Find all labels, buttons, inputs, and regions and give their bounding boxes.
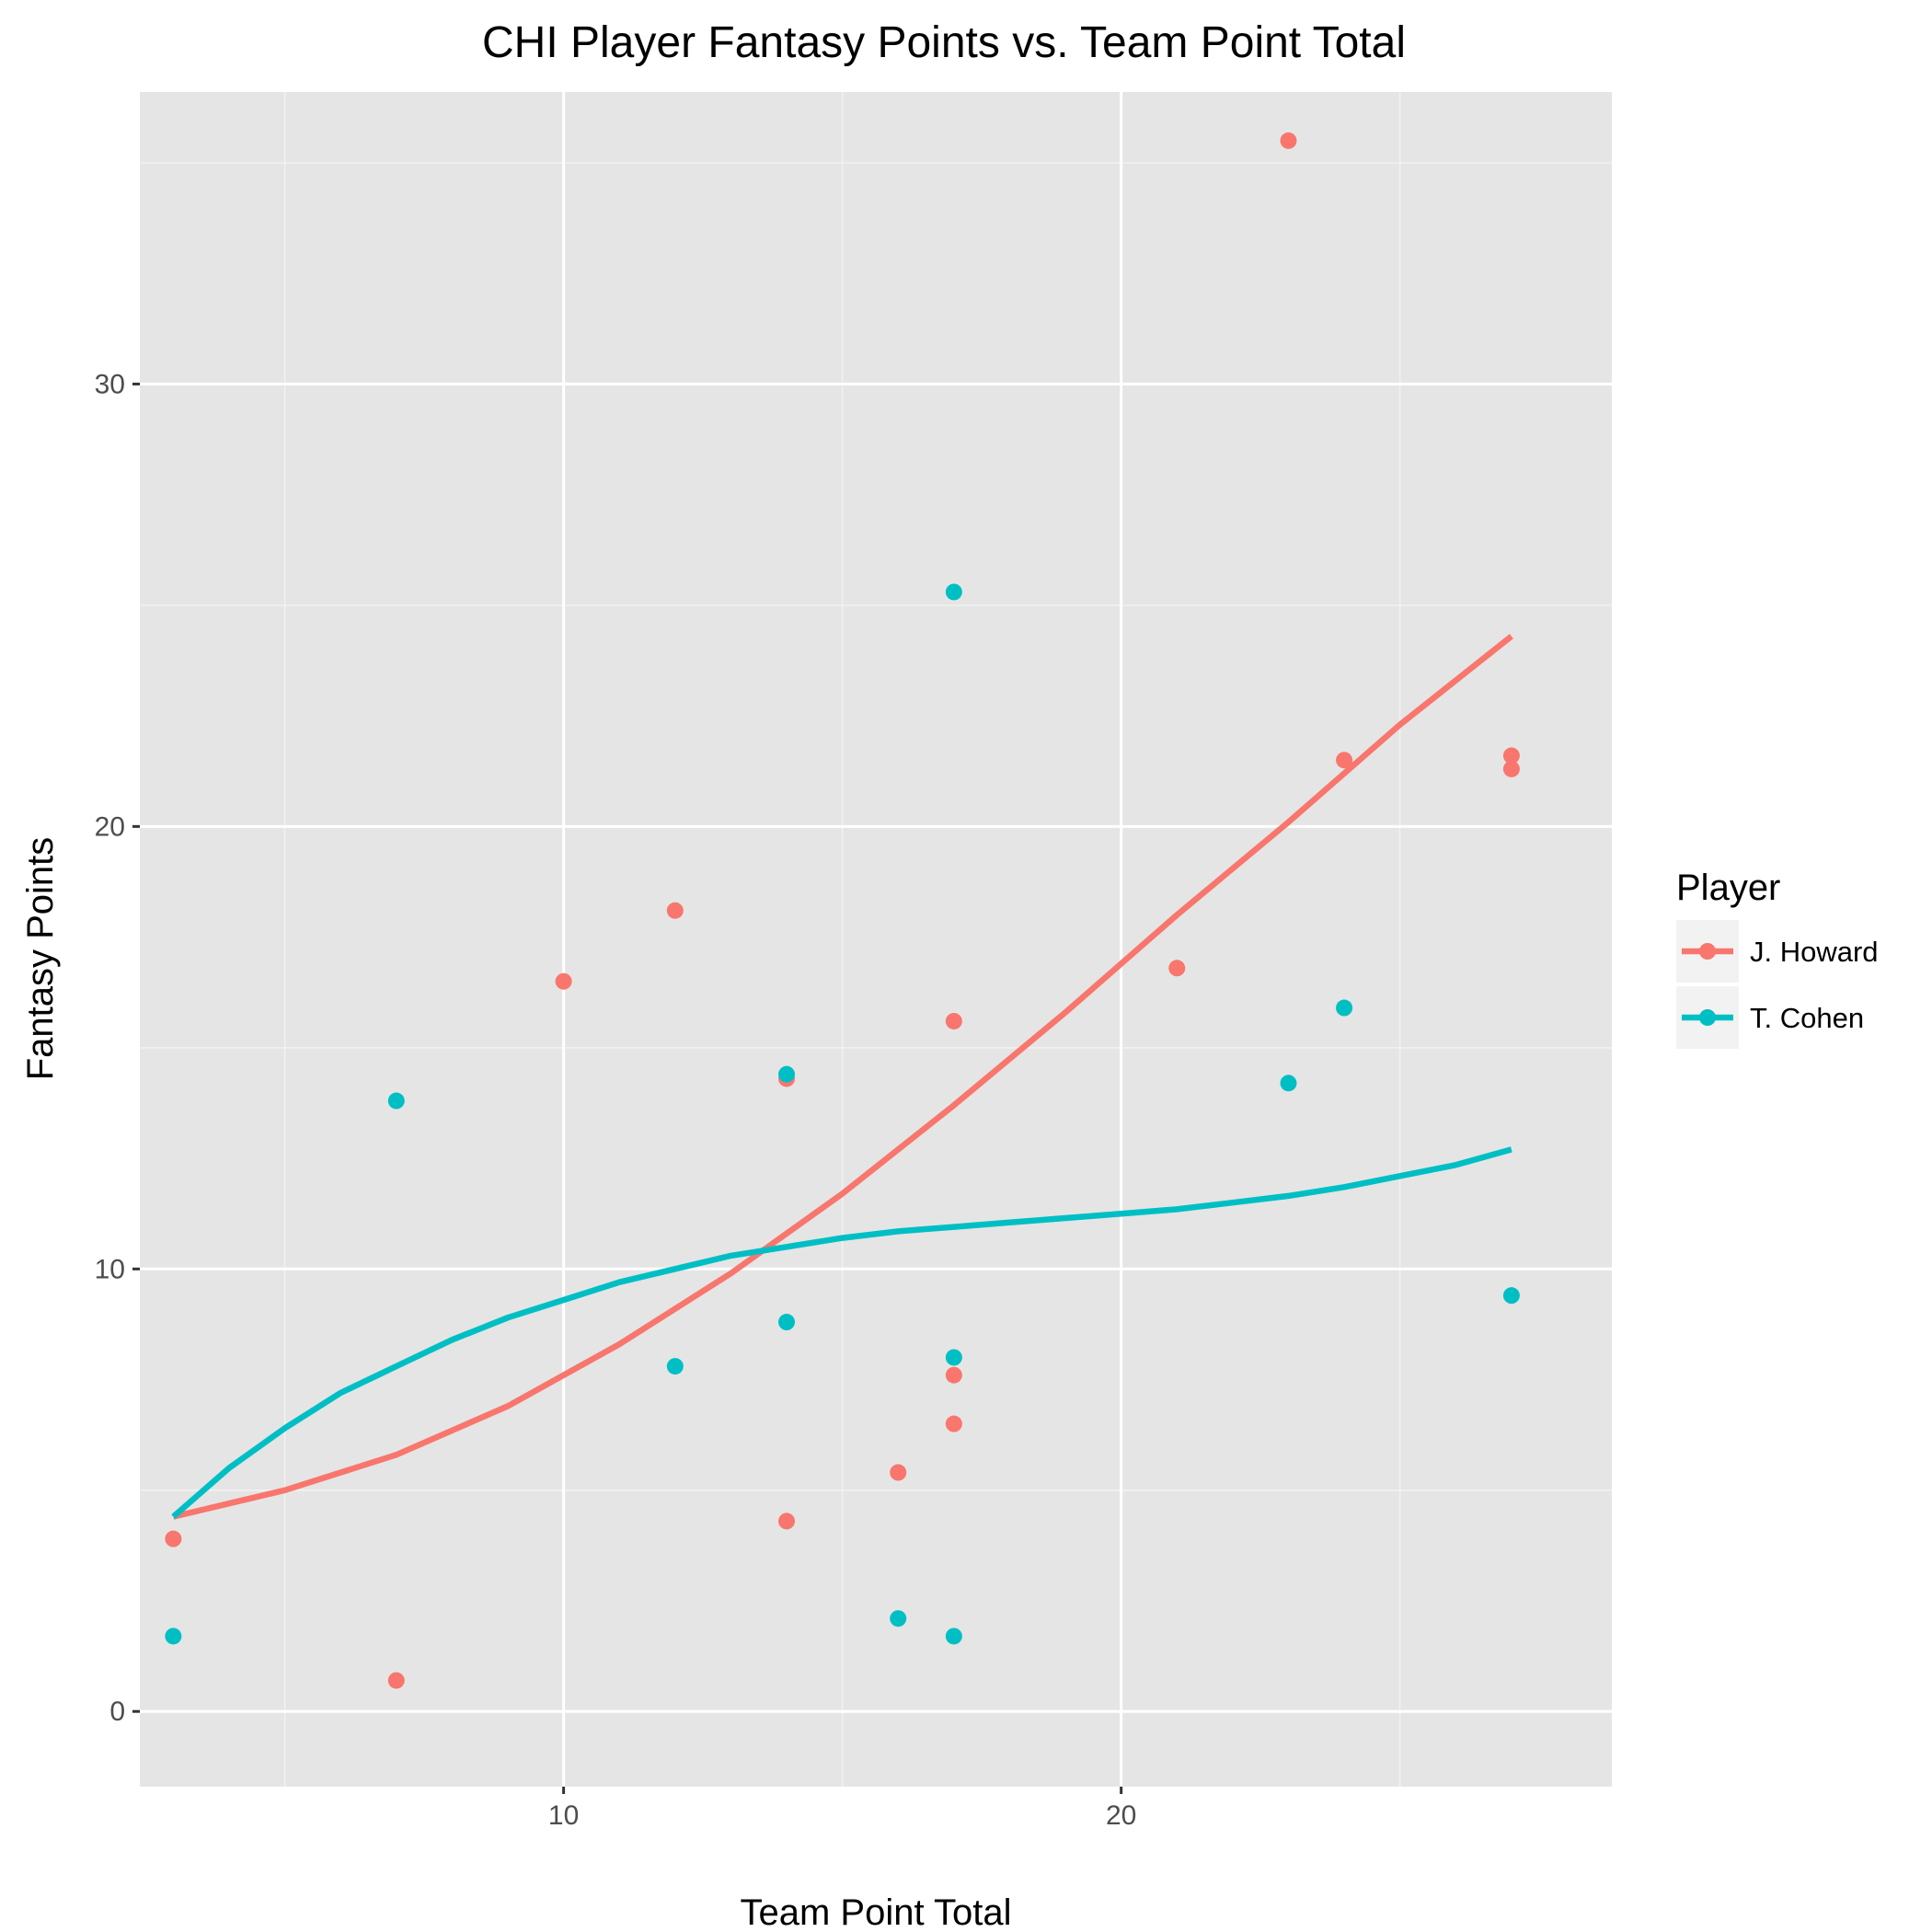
data-point-t-cohen (666, 1358, 684, 1375)
data-point-j-howard (1502, 760, 1520, 777)
x-tick-label: 10 (548, 1800, 579, 1831)
y-tick-label: 30 (95, 369, 125, 399)
data-point-j-howard (1280, 132, 1297, 149)
data-point-t-cohen (945, 1627, 962, 1645)
smooth-line-j-howard (172, 634, 1513, 1520)
data-point-t-cohen (778, 1314, 796, 1331)
data-point-j-howard (165, 1530, 182, 1547)
data-point-j-howard (387, 1672, 405, 1689)
data-point-j-howard (945, 1012, 962, 1029)
data-point-j-howard (555, 972, 572, 990)
data-point-j-howard (890, 1464, 907, 1481)
grid-major (140, 92, 1612, 1787)
data-point-j-howard (1168, 960, 1186, 977)
plot-panel (140, 92, 1612, 1787)
data-point-t-cohen (890, 1610, 907, 1627)
legend: Player J. Howard T. Cohen (1676, 868, 1879, 1049)
data-point-t-cohen (945, 583, 962, 601)
data-point-t-cohen (1280, 1075, 1297, 1092)
data-point-t-cohen (165, 1627, 182, 1645)
data-point-t-cohen (1502, 1287, 1520, 1305)
y-tick-label: 10 (95, 1254, 125, 1284)
data-point-j-howard (1502, 747, 1520, 765)
x-axis-title: Team Point Total (741, 1892, 1012, 1932)
data-point-j-howard (945, 1366, 962, 1384)
chart-title: CHI Player Fantasy Points vs. Team Point… (482, 18, 1406, 67)
y-tick-label: 0 (109, 1696, 125, 1727)
data-point-t-cohen (945, 1349, 962, 1366)
grid-minor (140, 92, 1612, 1787)
data-point-t-cohen (387, 1092, 405, 1110)
legend-key-point-j-howard (1699, 943, 1716, 960)
smooth-line-t-cohen (171, 1146, 1512, 1520)
y-axis-title: Fantasy Points (20, 837, 61, 1081)
data-point-j-howard (945, 1415, 962, 1432)
legend-label-t-cohen: T. Cohen (1750, 1002, 1864, 1034)
data-point-t-cohen (1336, 999, 1353, 1017)
series-lines (171, 634, 1513, 1520)
series-points (165, 132, 1520, 1689)
legend-key-point-t-cohen (1699, 1009, 1716, 1026)
axis-ticks: 10 20 0 10 20 30 (95, 369, 1137, 1831)
y-tick-label: 20 (95, 811, 125, 842)
x-tick-label: 20 (1106, 1800, 1136, 1831)
data-point-j-howard (778, 1512, 796, 1530)
legend-label-j-howard: J. Howard (1750, 936, 1879, 968)
data-point-j-howard (1336, 752, 1353, 769)
data-point-t-cohen (778, 1065, 796, 1083)
legend-title: Player (1676, 868, 1780, 908)
data-point-j-howard (666, 902, 684, 919)
